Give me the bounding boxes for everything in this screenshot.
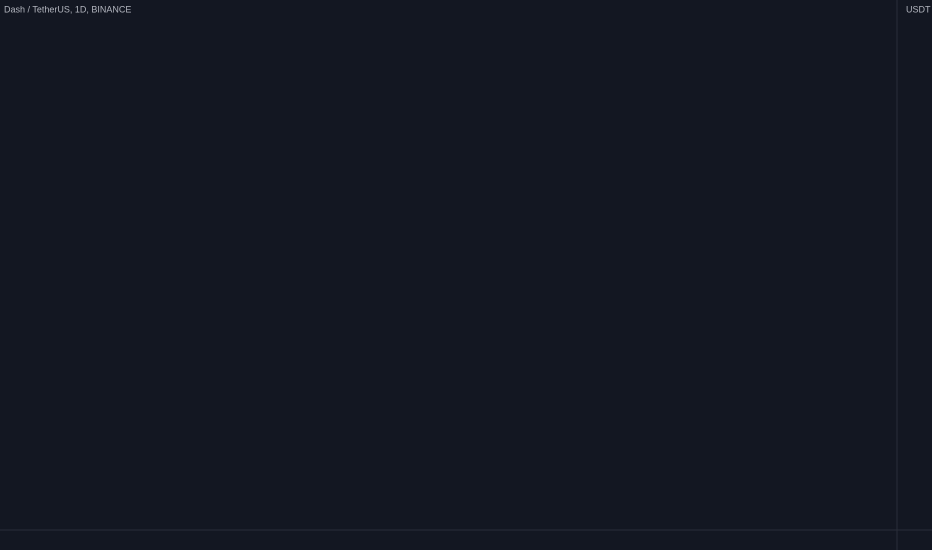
chart-title: Dash / TetherUS, 1D, BINANCE	[4, 4, 131, 14]
currency: USDT	[906, 4, 931, 14]
